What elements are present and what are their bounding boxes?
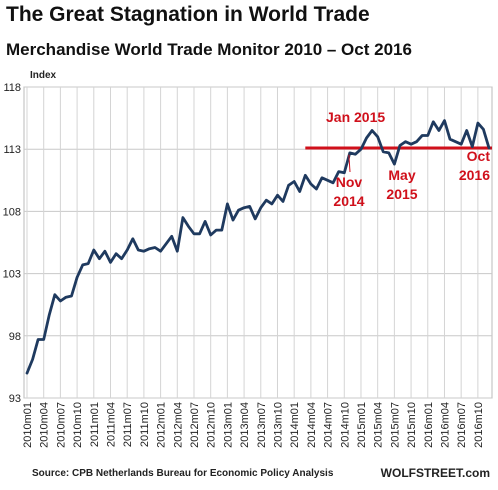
y-axis-label: Index: [30, 70, 57, 81]
x-tick-label: 2015m07: [389, 402, 401, 448]
y-tick-label: 103: [3, 269, 21, 281]
x-tick-label: 2013m10: [272, 402, 284, 448]
annotation-pointer: [348, 154, 351, 173]
x-tick-label: 2015m01: [356, 402, 368, 448]
series-line: [25, 119, 491, 375]
x-tick-label: 2014m07: [323, 402, 335, 448]
y-tick-label: 108: [3, 206, 21, 218]
x-tick-label: 2014m10: [339, 402, 351, 448]
y-tick-label: 98: [9, 331, 21, 343]
annotation-oct-2016-year: 2016: [459, 167, 490, 183]
x-tick-label: 2016m01: [423, 402, 435, 448]
x-tick-label: 2012m10: [206, 402, 218, 448]
x-tick-label: 2014m01: [289, 402, 301, 448]
annotation-may-2015: May: [388, 167, 415, 183]
annotation-may-2015-year: 2015: [386, 186, 417, 202]
x-tick-label: 2015m04: [373, 402, 385, 448]
annotation-jan-2015: Jan 2015: [326, 109, 385, 125]
annotation-oct-2016: Oct: [467, 148, 491, 164]
x-tick-label: 2011m10: [139, 402, 151, 447]
x-tick-label: 2011m04: [105, 402, 117, 447]
source-note: Source: CPB Netherlands Bureau for Econo…: [32, 468, 334, 479]
chart-subtitle: Merchandise World Trade Monitor 2010 – O…: [6, 40, 412, 59]
x-tick-label: 2013m04: [239, 402, 251, 448]
x-tick-label: 2014m04: [306, 402, 318, 448]
x-tick-label: 2013m01: [222, 402, 234, 448]
x-tick-label: 2013m07: [256, 402, 268, 448]
y-tick-label: 113: [3, 144, 21, 156]
annotation-nov-2014-year: 2014: [333, 193, 364, 209]
x-tick-label: 2012m04: [172, 402, 184, 448]
x-tick-label: 2015m10: [406, 402, 418, 448]
x-tick-label: 2016m10: [473, 402, 485, 448]
brand-label: WOLFSTREET.com: [380, 466, 490, 480]
chart-title: The Great Stagnation in World Trade: [6, 3, 370, 26]
x-tick-label: 2016m04: [439, 402, 451, 448]
x-tick-label: 2010m10: [72, 402, 84, 448]
x-tick-label: 2012m01: [156, 402, 168, 448]
x-tick-label: 2011m07: [122, 402, 134, 447]
x-tick-label: 2016m07: [456, 402, 468, 448]
x-tick-label: 2010m04: [39, 402, 51, 448]
annotation-nov-2014: Nov: [336, 174, 363, 190]
x-tick-label: 2010m07: [55, 402, 67, 448]
x-tick-label: 2012m07: [189, 402, 201, 448]
y-tick-label: 93: [9, 393, 21, 405]
y-tick-label: 118: [3, 82, 21, 94]
x-tick-label: 2011m01: [89, 402, 101, 447]
x-tick-label: 2010m01: [22, 402, 34, 448]
